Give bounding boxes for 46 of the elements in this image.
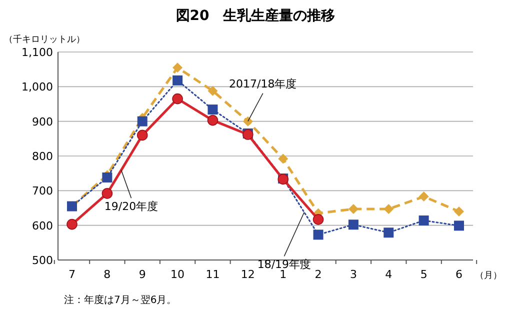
point	[312, 214, 324, 225]
point	[137, 116, 148, 126]
y-tick-label: 900	[32, 115, 53, 128]
x-tick-label: 7	[68, 268, 76, 281]
point	[384, 228, 394, 238]
point	[102, 188, 113, 199]
point	[172, 62, 183, 73]
x-tick-label: 4	[385, 268, 392, 281]
point	[278, 154, 288, 164]
chart-title: 図20 生乳生産量の推移	[176, 7, 336, 24]
point	[136, 130, 148, 141]
point	[242, 116, 253, 126]
point	[66, 218, 78, 230]
point	[454, 206, 464, 216]
y-tick-label: 1,000	[22, 80, 53, 94]
point	[172, 93, 183, 104]
point	[384, 204, 394, 214]
x-tick-label: 11	[206, 268, 220, 281]
series-label: 2017/18年度	[229, 77, 297, 90]
y-tick-label: 800	[32, 150, 53, 163]
point	[172, 75, 183, 86]
x-tick-label: 12	[240, 268, 255, 281]
y-axis-title: （千キロリットル）	[4, 34, 85, 45]
x-tick-label: 6	[456, 268, 462, 281]
y-tick-label: 1,100	[22, 46, 53, 59]
point	[313, 230, 324, 240]
point	[454, 220, 464, 231]
point	[208, 86, 218, 96]
point	[207, 114, 218, 126]
x-tick-label: 9	[138, 268, 146, 281]
x-tick-label: 2	[314, 268, 322, 281]
point	[418, 215, 429, 226]
x-tick-label: 10	[170, 268, 185, 281]
point	[208, 104, 218, 115]
y-tick-label: 500	[32, 254, 53, 267]
point	[348, 220, 358, 230]
x-tick-label: 5	[420, 268, 428, 281]
text: 注：年度は7月～翌6月。	[64, 294, 177, 306]
point	[418, 192, 429, 202]
series-label: 19/20年度	[104, 200, 158, 214]
x-tick-label: 3	[350, 268, 357, 281]
point	[348, 204, 358, 214]
y-tick-label: 600	[32, 219, 53, 232]
y-tick-label: 700	[32, 184, 53, 198]
x-axis-title: （月）	[475, 271, 502, 281]
x-tick-label: 8	[104, 268, 111, 281]
